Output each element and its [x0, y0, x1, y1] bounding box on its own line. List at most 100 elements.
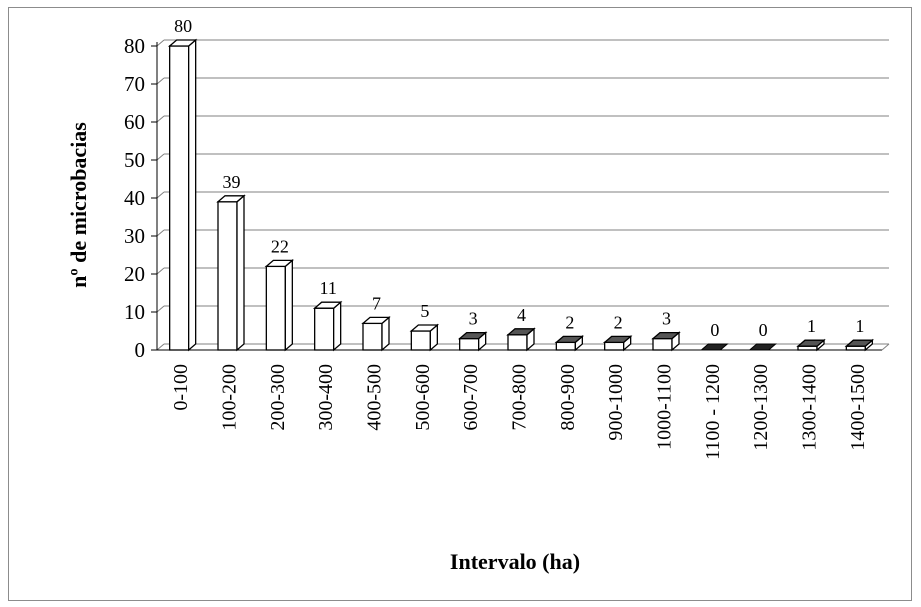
- x-tick-label: 800-900: [557, 364, 579, 431]
- x-tick-label: 600-700: [460, 364, 482, 431]
- x-tick-label: 700-800: [509, 364, 531, 431]
- bar-front: [169, 45, 190, 351]
- bar-front: [362, 322, 383, 351]
- bar: [699, 343, 729, 351]
- data-label: 3: [469, 309, 478, 329]
- data-label: 1: [807, 316, 816, 336]
- bar-top: [216, 195, 246, 203]
- bar-front: [314, 307, 335, 351]
- bar: [312, 300, 343, 352]
- gridline-side: [156, 229, 165, 237]
- x-tick-label: 100-200: [219, 364, 241, 431]
- bar-side: [236, 194, 245, 352]
- x-tick-label: 200-300: [267, 364, 289, 431]
- gridline-side: [156, 191, 165, 199]
- data-label: 80: [174, 16, 192, 36]
- bar-front: [459, 337, 480, 351]
- floor-right-edge: [881, 343, 890, 351]
- gridline-side: [156, 305, 165, 313]
- bar-side: [284, 258, 293, 352]
- x-tick-label: 400-500: [364, 364, 386, 431]
- y-tick-label: 20: [124, 262, 145, 286]
- gridline-side: [156, 153, 165, 161]
- chart-frame: 80 39 22 11 7 5 3 4 2 2 3 0 0 1 1 0 10 20 30 40 50 60 70 80 0-…: [8, 7, 912, 601]
- gridline-side: [156, 267, 165, 275]
- y-tick-label: 10: [124, 300, 145, 324]
- bar-top: [457, 331, 488, 340]
- data-label: 2: [614, 312, 623, 332]
- bar-top: [506, 328, 536, 336]
- data-label: 2: [565, 312, 574, 332]
- x-tick-label: 500-600: [412, 364, 434, 431]
- data-label: 7: [372, 293, 381, 313]
- bar: [554, 334, 585, 352]
- bar-front: [555, 341, 576, 351]
- bar: [506, 327, 536, 352]
- y-tick-label: 60: [124, 110, 145, 134]
- bar-front: [507, 334, 528, 351]
- bars: [167, 38, 875, 352]
- bar: [457, 331, 488, 352]
- x-tick-labels: 0-100 100-200 200-300 300-400 400-500 500-600…: [170, 364, 869, 460]
- gridline-side: [156, 343, 165, 351]
- bar: [167, 38, 198, 352]
- data-label: 0: [710, 320, 719, 340]
- bar-front: [217, 201, 238, 351]
- y-tick-label: 50: [124, 148, 145, 172]
- gridline-side: [156, 39, 165, 47]
- y-tick-label: 70: [124, 72, 145, 96]
- bar-front: [604, 341, 625, 351]
- bar: [361, 315, 391, 352]
- axes: [151, 42, 890, 351]
- y-tick-label: 30: [124, 224, 145, 248]
- bar-front: [652, 337, 673, 351]
- x-tick-label: 1100 - 1200: [702, 364, 724, 460]
- bar: [651, 331, 681, 352]
- bar-top: [409, 324, 440, 332]
- bar: [844, 338, 875, 352]
- x-tick-label: 300-400: [315, 364, 337, 431]
- bar-top: [602, 335, 633, 344]
- bar: [748, 343, 778, 351]
- bar: [796, 338, 826, 352]
- bar-top: [844, 339, 875, 347]
- x-tick-label: 1400-1500: [847, 364, 869, 451]
- bar-top: [651, 331, 681, 340]
- y-tick-label: 0: [135, 338, 146, 362]
- bar-top: [167, 39, 198, 47]
- x-axis-title: Intervalo (ha): [450, 549, 580, 574]
- bar: [602, 334, 633, 352]
- gridline-side: [156, 115, 165, 123]
- data-label: 0: [759, 320, 768, 340]
- x-tick-label: 900-1000: [605, 364, 627, 441]
- bar-front: [265, 265, 286, 351]
- data-label: 39: [223, 172, 241, 192]
- bar-side: [188, 38, 197, 352]
- x-tick-label: 1300-1400: [799, 364, 821, 451]
- y-axis-title: nº de microbacias: [66, 122, 91, 288]
- data-label: 22: [271, 236, 289, 256]
- data-label: 4: [517, 305, 526, 325]
- x-tick-label: 1000-1100: [654, 364, 676, 450]
- y-tick-label: 40: [124, 186, 145, 210]
- bar-top: [312, 301, 343, 309]
- bar-top: [264, 259, 295, 268]
- data-label: 3: [662, 309, 671, 329]
- bar: [264, 258, 295, 352]
- data-label: 11: [319, 278, 336, 298]
- gridline-side: [156, 77, 165, 85]
- y-tick-labels: 0 10 20 30 40 50 60 70 80: [124, 34, 145, 362]
- data-label: 5: [420, 301, 429, 321]
- x-tick-label: 0-100: [170, 364, 192, 411]
- bar-top: [796, 339, 826, 347]
- bar-zero-top: [699, 343, 729, 351]
- y-tick-label: 80: [124, 34, 145, 58]
- data-label: 1: [855, 316, 864, 336]
- bar: [216, 194, 246, 352]
- bar-top: [554, 335, 585, 344]
- bar: [409, 323, 440, 352]
- bar-front: [410, 330, 431, 351]
- x-tick-label: 1200-1300: [750, 364, 772, 451]
